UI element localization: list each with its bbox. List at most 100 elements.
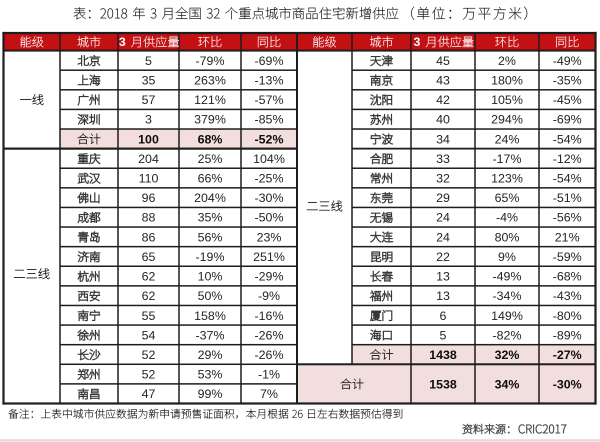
svg-text:24%: 24% [495,132,520,146]
svg-text:1538: 1538 [429,377,457,391]
svg-text:-85%: -85% [255,113,284,127]
svg-text:29: 29 [436,191,450,205]
svg-text:10%: 10% [198,270,223,284]
svg-text:-82%: -82% [493,328,522,342]
svg-text:29%: 29% [198,348,223,362]
svg-text:54: 54 [142,328,156,342]
svg-text:1438: 1438 [429,348,457,362]
svg-text:-89%: -89% [553,328,582,342]
svg-text:55: 55 [142,309,156,323]
svg-text:6: 6 [440,309,447,323]
svg-text:-30%: -30% [255,191,284,205]
svg-text:21%: 21% [555,230,580,244]
svg-text:-27%: -27% [553,348,582,362]
svg-text:-29%: -29% [255,270,284,284]
svg-text:5: 5 [145,54,152,68]
svg-text:-59%: -59% [553,250,582,264]
svg-text:-19%: -19% [196,250,225,264]
svg-text:-9%: -9% [258,289,280,303]
svg-text:110: 110 [139,172,159,186]
svg-text:52: 52 [142,348,156,362]
svg-text:149%: 149% [491,309,523,323]
svg-text:2%: 2% [498,54,516,68]
svg-text:-45%: -45% [553,93,582,107]
svg-text:3: 3 [145,113,152,127]
svg-text:35%: 35% [198,211,223,225]
svg-text:9%: 9% [498,250,516,264]
svg-text:-12%: -12% [553,152,582,166]
svg-text:99%: 99% [198,387,223,401]
svg-text:204: 204 [138,152,159,166]
svg-text:34%: 34% [495,377,520,391]
svg-text:-50%: -50% [255,211,284,225]
svg-text:32: 32 [436,172,450,186]
svg-text:-49%: -49% [493,270,522,284]
svg-text:-79%: -79% [196,54,225,68]
svg-text:96: 96 [142,191,156,205]
svg-text:104%: 104% [253,152,285,166]
svg-text:-43%: -43% [553,289,582,303]
svg-text:65%: 65% [495,191,520,205]
svg-text:33: 33 [436,152,450,166]
svg-text:47: 47 [142,387,156,401]
svg-text:86: 86 [142,230,156,244]
svg-text:22: 22 [436,250,450,264]
svg-text:-26%: -26% [255,328,284,342]
svg-text:-69%: -69% [553,113,582,127]
svg-text:204%: 204% [194,191,226,205]
svg-text:62: 62 [142,289,156,303]
svg-text:-26%: -26% [255,348,284,362]
svg-text:3: 3 [119,35,126,49]
svg-text:34: 34 [436,132,450,146]
svg-text:3: 3 [413,35,420,49]
svg-text:23%: 23% [257,230,282,244]
svg-text:-54%: -54% [553,172,582,186]
svg-text:40: 40 [436,113,450,127]
svg-text:24: 24 [436,230,450,244]
svg-text:42: 42 [436,93,450,107]
svg-text:13: 13 [436,289,450,303]
svg-text:-54%: -54% [553,132,582,146]
svg-text:25%: 25% [198,152,223,166]
svg-text:-4%: -4% [496,211,518,225]
svg-text:80%: 80% [495,230,520,244]
svg-text:-52%: -52% [255,132,284,146]
svg-text:7%: 7% [260,387,278,401]
svg-text:105%: 105% [491,93,523,107]
svg-text:-17%: -17% [493,152,522,166]
svg-text:263%: 263% [194,74,226,88]
svg-text:62: 62 [142,270,156,284]
svg-text:56%: 56% [198,230,223,244]
svg-text:-51%: -51% [553,191,582,205]
svg-text:43: 43 [436,74,450,88]
svg-text:-1%: -1% [258,368,280,382]
svg-text:24: 24 [436,211,450,225]
svg-text:-34%: -34% [493,289,522,303]
svg-text:-35%: -35% [553,74,582,88]
svg-text:-80%: -80% [553,309,582,323]
svg-text:379%: 379% [194,113,226,127]
svg-text:13: 13 [436,270,450,284]
svg-text:52: 52 [142,368,156,382]
svg-text:-68%: -68% [553,270,582,284]
svg-text:68%: 68% [198,132,223,146]
svg-text:-57%: -57% [255,93,284,107]
svg-text:45: 45 [436,54,450,68]
svg-text:32%: 32% [495,348,520,362]
svg-text:251%: 251% [253,250,285,264]
svg-text:-13%: -13% [255,74,284,88]
svg-text:-16%: -16% [255,309,284,323]
svg-text:-25%: -25% [255,172,284,186]
svg-text:-56%: -56% [553,211,582,225]
svg-text:88: 88 [142,211,156,225]
svg-text:-49%: -49% [553,54,582,68]
svg-text:294%: 294% [491,113,523,127]
svg-text:-30%: -30% [553,377,582,391]
svg-text:100: 100 [138,132,159,146]
svg-text:50%: 50% [198,289,223,303]
svg-text:158%: 158% [194,309,226,323]
svg-text:-37%: -37% [196,328,225,342]
svg-text:-69%: -69% [255,54,284,68]
svg-text:65: 65 [142,250,156,264]
svg-text:180%: 180% [491,74,523,88]
